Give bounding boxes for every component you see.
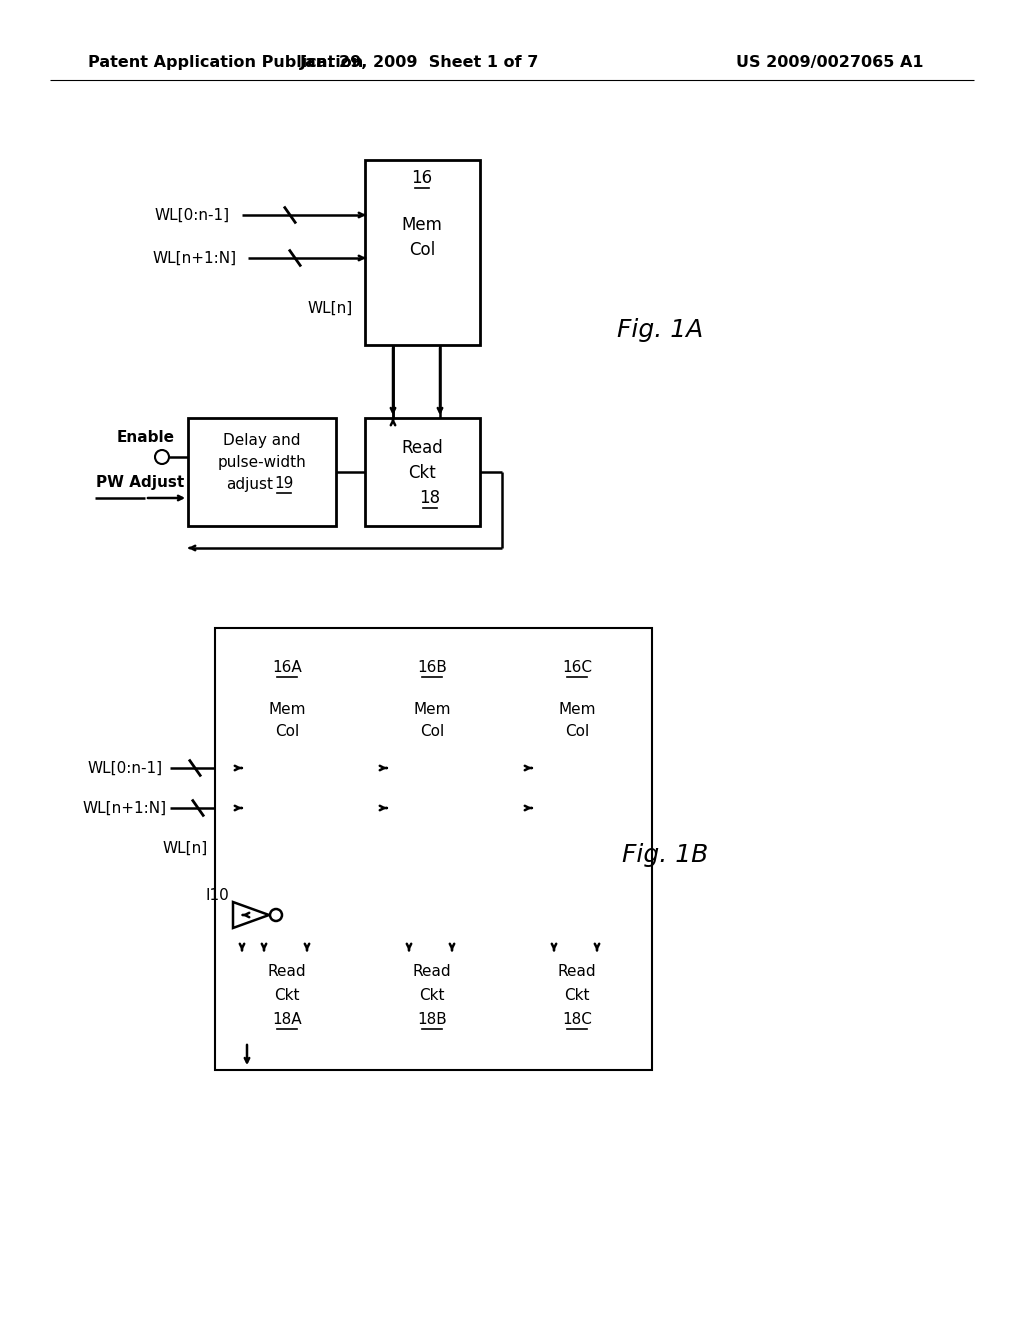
- Text: 18C: 18C: [562, 1012, 592, 1027]
- Text: Mem: Mem: [558, 702, 596, 718]
- Text: Ckt: Ckt: [564, 987, 590, 1002]
- Text: Mem: Mem: [268, 702, 306, 718]
- Text: Col: Col: [565, 725, 589, 739]
- Text: Col: Col: [420, 725, 444, 739]
- Text: WL[0:n-1]: WL[0:n-1]: [87, 760, 163, 776]
- Text: Read: Read: [401, 440, 442, 457]
- Text: 18B: 18B: [417, 1012, 446, 1027]
- Text: WL[n]: WL[n]: [163, 841, 208, 855]
- Text: Jan. 29, 2009  Sheet 1 of 7: Jan. 29, 2009 Sheet 1 of 7: [300, 54, 540, 70]
- Text: WL[n]: WL[n]: [307, 301, 352, 315]
- Text: Mem: Mem: [401, 216, 442, 234]
- Text: Mem: Mem: [414, 702, 451, 718]
- Text: 18: 18: [420, 488, 440, 507]
- Text: US 2009/0027065 A1: US 2009/0027065 A1: [736, 54, 924, 70]
- Text: WL[0:n-1]: WL[0:n-1]: [155, 207, 229, 223]
- Bar: [365, 160, 480, 345]
- Text: Read: Read: [267, 965, 306, 979]
- Text: Read: Read: [413, 965, 452, 979]
- Text: Ckt: Ckt: [274, 987, 300, 1002]
- Text: Delay and: Delay and: [223, 433, 301, 447]
- Text: Fig. 1A: Fig. 1A: [616, 318, 703, 342]
- Bar: [365, 418, 480, 525]
- Text: I10: I10: [205, 887, 229, 903]
- Text: Ckt: Ckt: [409, 465, 436, 482]
- Text: PW Adjust: PW Adjust: [96, 475, 184, 491]
- Text: Read: Read: [558, 965, 596, 979]
- Bar: [188, 418, 336, 525]
- Text: Fig. 1B: Fig. 1B: [622, 843, 709, 867]
- Text: 16B: 16B: [417, 660, 446, 676]
- Text: Col: Col: [274, 725, 299, 739]
- Bar: [532, 649, 622, 795]
- Text: 16: 16: [412, 169, 432, 187]
- Bar: [387, 950, 477, 1041]
- Bar: [215, 628, 652, 1071]
- Text: WL[n+1:N]: WL[n+1:N]: [83, 800, 167, 816]
- Text: Enable: Enable: [117, 430, 175, 446]
- Text: adjust: adjust: [226, 477, 273, 491]
- Bar: [242, 950, 332, 1041]
- Bar: [532, 950, 622, 1041]
- Text: WL[n+1:N]: WL[n+1:N]: [153, 251, 238, 265]
- Bar: [242, 649, 332, 795]
- Text: 16A: 16A: [272, 660, 302, 676]
- Text: pulse-width: pulse-width: [218, 454, 306, 470]
- Text: 16C: 16C: [562, 660, 592, 676]
- Text: 19: 19: [274, 477, 294, 491]
- Text: Patent Application Publication: Patent Application Publication: [88, 54, 364, 70]
- Text: 18A: 18A: [272, 1012, 302, 1027]
- Bar: [387, 649, 477, 795]
- Text: Ckt: Ckt: [419, 987, 444, 1002]
- Text: Col: Col: [409, 242, 435, 259]
